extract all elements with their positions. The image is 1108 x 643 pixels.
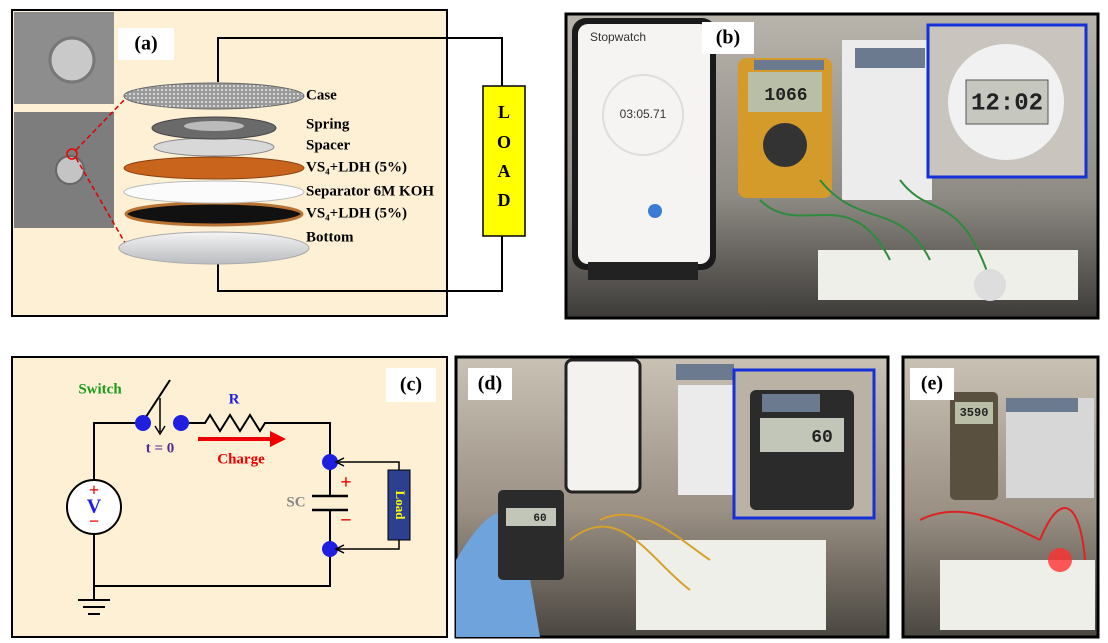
layer-label: Spring (306, 116, 350, 132)
figure: Case Spring Spacer VS₄+LDH (5%) Separato… (0, 0, 1108, 643)
phone-screen (578, 24, 710, 264)
redaction (676, 364, 734, 380)
layer-case (124, 83, 304, 109)
layer-label: VS₄+LDH (5%) (306, 205, 407, 221)
power-supply (678, 385, 736, 495)
page: Case Spring Spacer VS₄+LDH (5%) Separato… (0, 0, 1108, 643)
load-letter: O (497, 132, 511, 152)
charge-label: Charge (217, 451, 265, 467)
dial (763, 123, 807, 167)
panel-label: (c) (400, 374, 422, 396)
panel-label: (d) (478, 373, 502, 395)
redaction (1006, 398, 1078, 412)
photo-text: 3590 (960, 406, 989, 420)
load-label: Load (393, 491, 408, 521)
cap-plus: + (340, 472, 351, 494)
load-letter: D (498, 190, 511, 210)
phone (566, 360, 640, 492)
layer-electrode (124, 157, 304, 179)
panel-b: Stopwatch 03:05.71 1066 12:02 (b) (566, 14, 1098, 318)
layer-label: Case (306, 87, 337, 103)
calculator-display (506, 508, 556, 526)
breadboard (940, 560, 1095, 630)
photo-text: 1066 (764, 86, 807, 106)
photo-text: 60 (533, 513, 546, 525)
photo-text: 03:05.71 (620, 107, 667, 121)
panel-a: Case Spring Spacer VS₄+LDH (5%) Separato… (12, 10, 525, 316)
breadboard (818, 250, 1078, 300)
layer-electrode (126, 203, 302, 225)
panel-c: Switch R t = 0 Charge + V − SC + − Load … (12, 357, 447, 637)
redaction (855, 48, 925, 68)
time-label: t = 0 (146, 440, 175, 456)
coin-cell (50, 38, 94, 82)
node (135, 415, 151, 431)
panel-label: (a) (134, 33, 157, 55)
switch-label: Switch (78, 381, 122, 397)
layer-label: Separator 6M KOH (306, 183, 434, 199)
clock-small (974, 269, 1006, 301)
node (173, 415, 189, 431)
photo-text: 12:02 (971, 90, 1043, 117)
power-supply (1006, 398, 1094, 498)
layer-spacer (154, 138, 274, 156)
layer-label: VS₄+LDH (5%) (306, 159, 407, 175)
layer-separator (124, 181, 304, 203)
load-letter: L (498, 102, 510, 122)
led-glow (1048, 548, 1072, 572)
cap-label: SC (286, 494, 305, 510)
source-minus: − (89, 511, 99, 531)
layer-label: Spacer (306, 137, 351, 153)
calculator (498, 490, 564, 580)
cap-minus: − (340, 510, 351, 532)
photo-text: 60 (811, 428, 833, 448)
photo-text: Stopwatch (590, 30, 646, 44)
panel-label: (e) (921, 373, 943, 395)
layer-label: Bottom (306, 229, 354, 245)
resistor-label: R (229, 391, 240, 407)
panel-label: (b) (716, 27, 740, 49)
panel-d: 60 60 (d) (456, 357, 888, 637)
load-letter: A (498, 161, 511, 181)
button (648, 204, 662, 218)
redaction (754, 60, 824, 70)
layer-spring (184, 121, 244, 131)
panel-e: 3590 (e) (903, 357, 1098, 637)
layer-bottom (119, 232, 309, 264)
stand (588, 262, 698, 280)
coin-cell (56, 156, 84, 184)
redaction (762, 394, 820, 412)
breadboard (636, 540, 826, 630)
